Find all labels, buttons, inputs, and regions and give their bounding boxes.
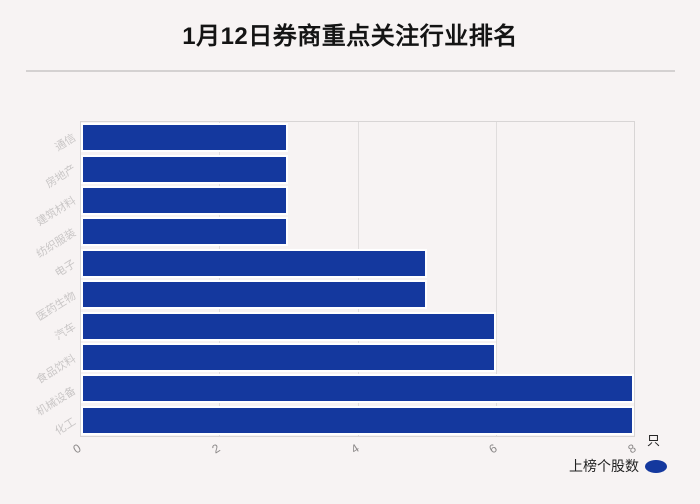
axis-unit-label: 只 <box>647 433 661 448</box>
y-axis-label-电子: 电子 <box>53 258 79 280</box>
bar-row <box>81 216 634 247</box>
y-axis-label-化工: 化工 <box>53 416 79 438</box>
y-axis-label-房地产: 房地产 <box>43 163 79 191</box>
bar-建筑材料 <box>81 186 289 216</box>
bar-row <box>81 373 634 404</box>
bar-房地产 <box>81 154 289 184</box>
bar-电子 <box>81 248 427 278</box>
y-axis-label-通信: 通信 <box>53 131 79 154</box>
y-axis-label-建筑材料: 建筑材料 <box>34 194 79 229</box>
y-axis-label-汽车: 汽车 <box>53 321 79 344</box>
bar-化工 <box>81 405 634 435</box>
bar-row <box>81 342 634 373</box>
bar-row <box>81 185 634 216</box>
bar-纺织服装 <box>81 217 289 247</box>
bar-食品饮料 <box>81 343 496 373</box>
gridline-x-6 <box>495 122 497 436</box>
bar-row <box>81 310 634 341</box>
bar-汽车 <box>81 311 496 341</box>
bar-row <box>81 248 634 279</box>
bar-row <box>81 405 634 436</box>
y-axis-labels: 通信房地产建筑材料 纺织服装 电子医药生物 汽车食品饮料 机械设备 化工 <box>0 121 79 438</box>
bar-医药生物 <box>81 280 427 310</box>
x-tick-4: 4 <box>347 441 362 457</box>
y-axis-label-医药生物: 医药生物 <box>34 289 79 324</box>
y-axis-label-机械设备: 机械设备 <box>34 384 79 418</box>
x-tick-6: 6 <box>486 441 500 457</box>
bar-通信 <box>81 123 289 153</box>
bar-row <box>81 153 634 184</box>
gridline-x-4 <box>357 122 359 436</box>
plot-area <box>80 121 635 437</box>
x-tick-0: 0 <box>70 441 84 457</box>
x-tick-2: 2 <box>209 441 223 457</box>
legend-marker-icon <box>645 459 667 473</box>
chart-title: 1月12日券商重点关注行业排名 <box>182 23 518 50</box>
legend-label: 上榜个股数 <box>569 458 639 474</box>
bar-机械设备 <box>81 374 634 404</box>
gridline-x-2 <box>219 122 221 436</box>
title-divider <box>26 70 675 72</box>
bar-row <box>81 279 634 310</box>
legend-item[interactable]: 上榜个股数 <box>569 456 667 476</box>
bar-row <box>81 122 634 153</box>
y-axis-label-纺织服装: 纺织服装 <box>34 226 79 260</box>
y-axis-label-食品饮料: 食品饮料 <box>34 352 79 387</box>
